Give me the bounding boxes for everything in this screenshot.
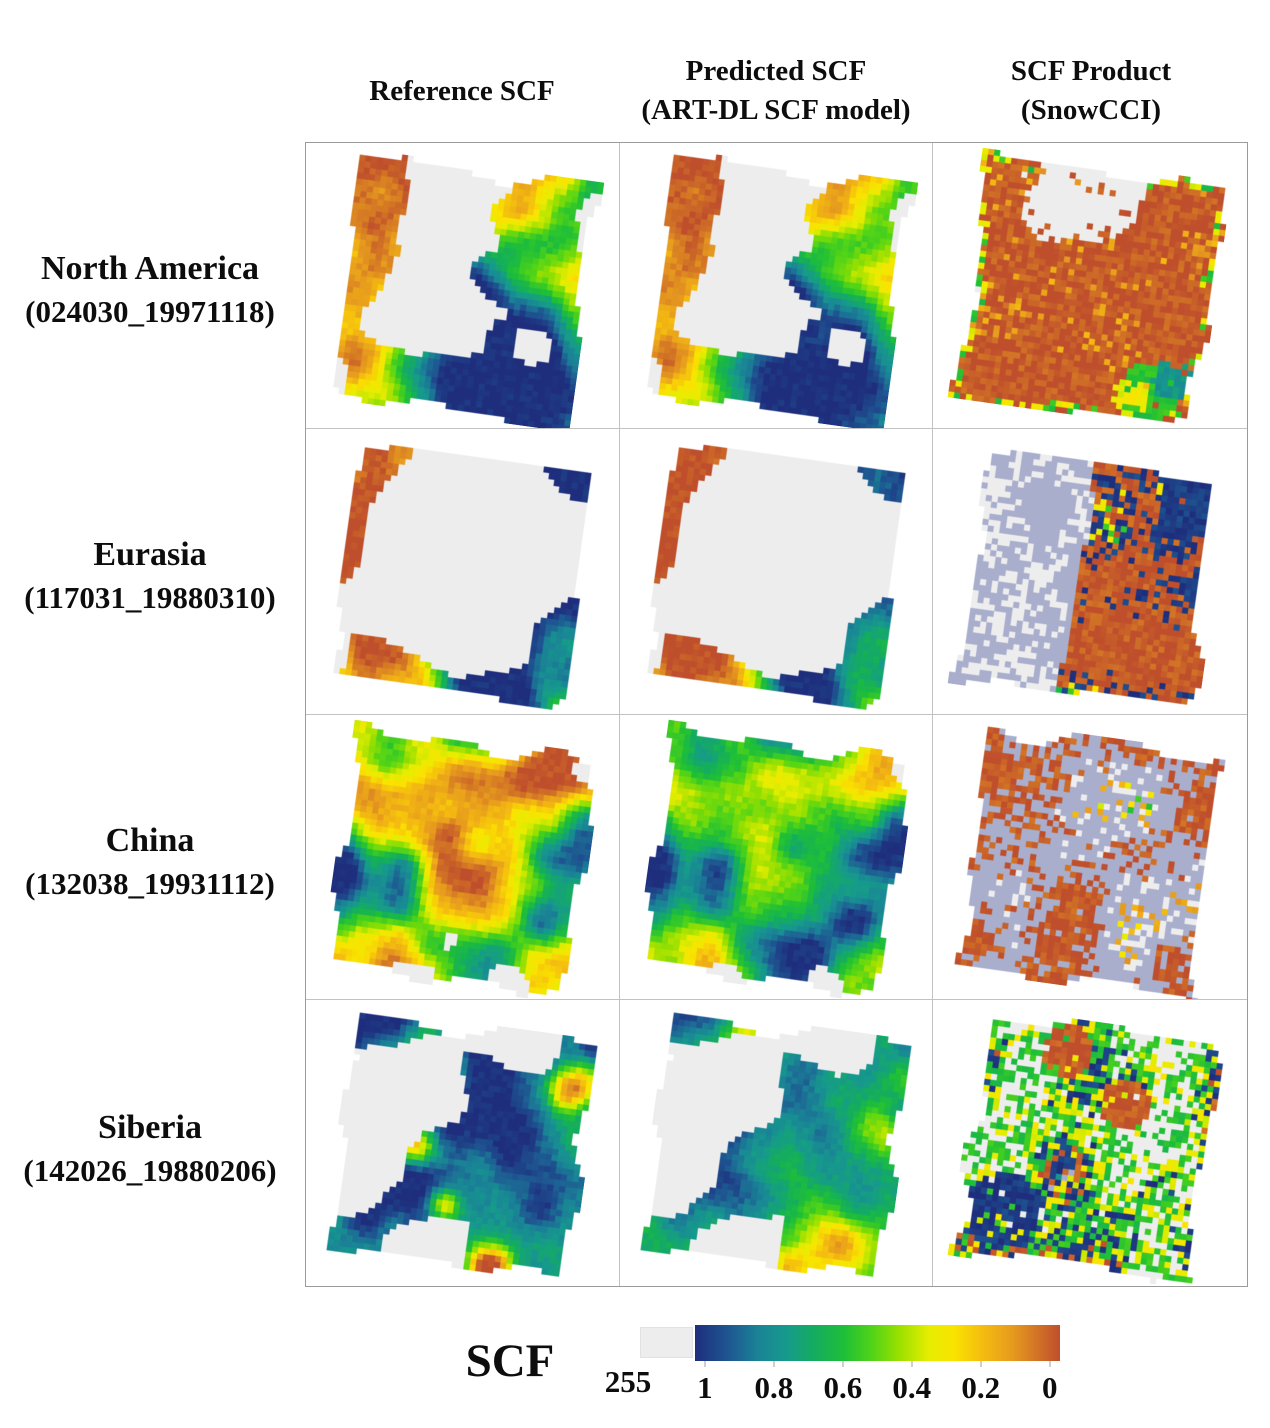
colorbar-tick-label: 0.8 (754, 1370, 794, 1405)
colorbar-tick-label: 0 (1042, 1370, 1058, 1405)
region-name: North America (40, 249, 260, 287)
scf-map-eurasia-reference (320, 433, 605, 714)
column-header-reference-scf: Reference SCF (305, 44, 619, 138)
legend-tick-labels: 1 0.8 0.6 0.4 0.2 0 (695, 1370, 1060, 1412)
row-label-north-america: North America (024030_19971118) (0, 142, 300, 428)
scene-id: (117031_19880310) (24, 579, 276, 615)
column-header-line: Reference SCF (369, 74, 555, 107)
column-header-line: (SnowCCI) (1020, 94, 1162, 126)
scene-id: (024030_19971118) (25, 293, 275, 329)
scf-map-china-reference (320, 719, 605, 1000)
column-header-predicted-scf: Predicted SCF (ART-DL SCF model) (619, 44, 933, 138)
panel-grid (305, 142, 1248, 1287)
scf-map-north-america-predicted (633, 148, 919, 428)
map-panel-siberia-snowcci (933, 1000, 1247, 1286)
colorbar-tick (910, 1361, 913, 1367)
map-panel-north-america-snowcci (933, 143, 1247, 429)
legend-nodata-label: 255 (604, 1364, 652, 1399)
scf-map-north-america-reference (320, 148, 605, 428)
row-label-siberia: Siberia (142026_19880206) (0, 1001, 300, 1287)
legend-colorbar (695, 1325, 1060, 1367)
row-label-eurasia: Eurasia (117031_19880310) (0, 428, 300, 714)
colorbar-tick (841, 1361, 844, 1367)
scene-id: (142026_19880206) (23, 1152, 277, 1188)
region-name: Siberia (98, 1108, 202, 1146)
map-panel-siberia-predicted (619, 1000, 934, 1286)
colorbar-tick-label: 1 (697, 1370, 713, 1405)
map-panel-north-america-predicted (619, 143, 934, 429)
map-panel-china-snowcci (933, 714, 1247, 1001)
column-header-line: (ART-DL SCF model) (641, 94, 911, 126)
scf-map-eurasia-predicted (633, 433, 919, 714)
scf-map-china-predicted (633, 719, 919, 1000)
map-panel-china-reference (306, 714, 620, 1001)
map-panel-eurasia-snowcci (933, 428, 1247, 715)
map-panel-eurasia-reference (306, 428, 620, 715)
colorbar-tick (979, 1361, 982, 1367)
colorbar-tick (772, 1361, 775, 1367)
colorbar-tick-label: 0.4 (892, 1370, 932, 1405)
row-label-china: China (132038_19931112) (0, 714, 300, 1000)
region-name: China (105, 821, 195, 859)
map-panel-north-america-reference (306, 143, 620, 429)
column-header-scf-product: SCF Product (SnowCCI) (934, 44, 1248, 138)
map-panel-siberia-reference (306, 1000, 620, 1286)
column-header-line: SCF Product (1010, 55, 1172, 87)
map-panel-eurasia-predicted (619, 428, 934, 715)
map-panel-china-predicted (619, 714, 934, 1001)
legend-nodata-swatch (640, 1327, 693, 1358)
scene-id: (132038_19931112) (25, 865, 275, 901)
scf-map-china-snowcci (947, 719, 1233, 1000)
scf-map-siberia-snowcci (947, 1005, 1233, 1286)
colorbar-tick (1048, 1361, 1051, 1367)
scf-map-north-america-snowcci (947, 148, 1233, 428)
colorbar-tick-label: 0.2 (961, 1370, 1001, 1405)
colorbar-tick-label: 0.6 (823, 1370, 863, 1405)
scf-map-siberia-reference (320, 1005, 605, 1286)
column-header-line: Predicted SCF (685, 55, 867, 87)
region-name: Eurasia (93, 535, 207, 573)
colorbar-tick (703, 1361, 706, 1367)
scf-map-siberia-predicted (633, 1005, 919, 1286)
legend-title: SCF (465, 1335, 555, 1387)
scf-map-eurasia-snowcci (947, 433, 1233, 714)
